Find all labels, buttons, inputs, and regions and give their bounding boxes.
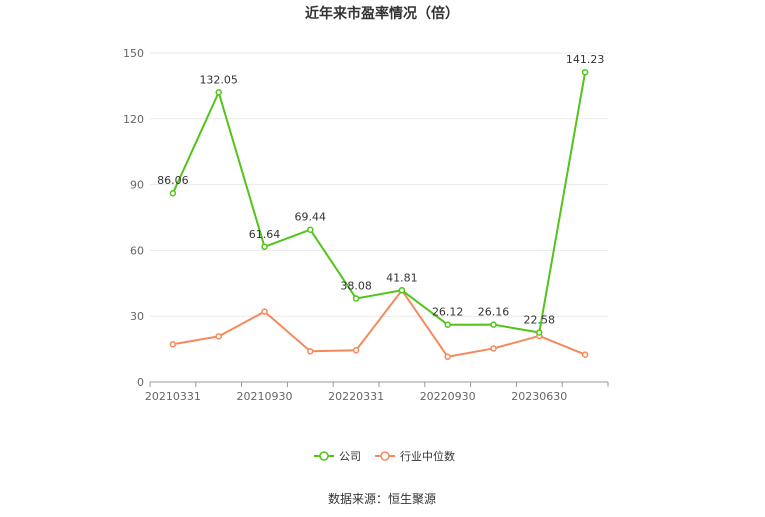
data-label: 22.58: [524, 313, 556, 326]
data-point[interactable]: [398, 287, 406, 294]
data-point[interactable]: [307, 226, 314, 233]
legend-marker: [319, 451, 329, 461]
data-point[interactable]: [215, 333, 222, 340]
legend-label: 行业中位数: [400, 449, 455, 463]
y-tick-label: 90: [130, 179, 144, 192]
data-label: 132.05: [199, 73, 238, 86]
series-layer: [169, 68, 589, 361]
x-tick-label: 20220331: [328, 390, 384, 403]
data-source: 数据来源：恒生聚源: [328, 491, 436, 506]
x-tick-label: 20210930: [237, 390, 293, 403]
data-point[interactable]: [307, 348, 314, 355]
y-tick-label: 0: [137, 376, 144, 389]
chart-title: 近年来市盈率情况（倍）: [305, 5, 459, 22]
data-point[interactable]: [581, 68, 589, 76]
y-tick-label: 150: [123, 47, 144, 60]
y-tick-label: 120: [123, 113, 144, 126]
data-label: 26.16: [478, 306, 510, 319]
data-point[interactable]: [490, 321, 497, 328]
data-labels: 86.06 132.05 61.64 69.44 38.08 41.81 26.12 26.1…: [157, 53, 604, 326]
data-label: 38.08: [340, 279, 372, 292]
series-line: [171, 72, 587, 334]
data-point[interactable]: [444, 321, 451, 328]
data-point[interactable]: [352, 346, 360, 354]
legend-label: 公司: [339, 450, 361, 463]
x-tick-label: 20210331: [145, 390, 201, 403]
data-label: 86.06: [157, 174, 189, 187]
legend-marker: [380, 451, 390, 461]
data-label: 26.12: [432, 306, 464, 319]
data-point[interactable]: [169, 189, 177, 197]
data-point[interactable]: [352, 295, 360, 302]
data-label: 61.64: [249, 228, 281, 241]
x-tick-label: 20220930: [420, 390, 476, 403]
axes: 0 30 60 90 120 150 20210331 20210930 20220331 202…: [123, 47, 609, 403]
data-point[interactable]: [490, 345, 497, 352]
data-point[interactable]: [169, 341, 177, 348]
y-tick-label: 30: [130, 310, 144, 323]
data-label: 141.23: [566, 53, 605, 66]
data-point[interactable]: [261, 308, 268, 315]
data-point[interactable]: [261, 243, 268, 251]
series-line: [172, 289, 586, 358]
data-label: 69.44: [295, 211, 327, 224]
data-label: 41.81: [386, 271, 418, 284]
x-tick-label: 20230630: [511, 390, 567, 403]
y-tick-label: 60: [130, 244, 144, 257]
legend[interactable]: 公司 行业中位数: [314, 449, 455, 463]
data-point[interactable]: [536, 329, 543, 336]
data-point[interactable]: [581, 351, 589, 358]
data-point[interactable]: [215, 89, 222, 96]
data-point[interactable]: [444, 353, 451, 361]
